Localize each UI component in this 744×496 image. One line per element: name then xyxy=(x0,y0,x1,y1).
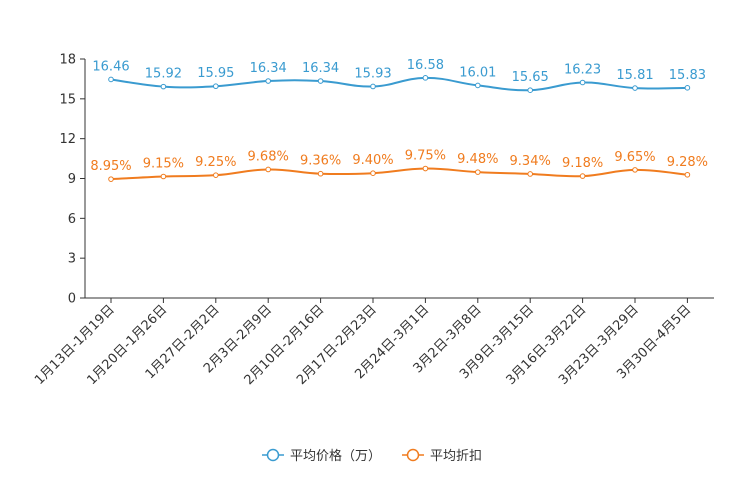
series-area: 16.46 15.92 15.95 16.34 16.34 15.93 16.58 16.01… xyxy=(90,58,708,182)
data-point[interactable] xyxy=(370,170,376,176)
data-point[interactable] xyxy=(632,167,638,173)
legend-item-1[interactable]: 平均价格（万） xyxy=(262,448,381,464)
series-line xyxy=(110,76,688,92)
data-point[interactable] xyxy=(108,176,114,182)
data-label: 16.46 xyxy=(92,59,129,74)
data-label: 9.65% xyxy=(614,150,655,165)
y-tick-label: 12 xyxy=(59,132,76,147)
data-label: 16.58 xyxy=(407,58,444,73)
data-point[interactable] xyxy=(317,78,324,84)
data-point[interactable] xyxy=(160,173,167,180)
data-label: 16.34 xyxy=(302,61,339,76)
data-label: 16.01 xyxy=(459,65,496,80)
x-axis: 1月13日-1月19日1月20日-1月26日1月27日-2月2日2月3日-2月9… xyxy=(32,297,714,388)
data-point[interactable] xyxy=(475,82,481,89)
data-label: 9.68% xyxy=(248,149,289,164)
data-point[interactable] xyxy=(317,170,324,177)
data-label: 15.92 xyxy=(145,67,182,82)
data-label: 16.34 xyxy=(250,61,287,76)
data-point[interactable] xyxy=(527,87,534,94)
data-label: 9.75% xyxy=(405,149,446,164)
data-point[interactable] xyxy=(160,83,167,90)
y-tick-label: 15 xyxy=(59,92,76,107)
data-point[interactable] xyxy=(684,171,691,178)
data-point[interactable] xyxy=(370,83,376,90)
data-label: 9.34% xyxy=(510,154,551,169)
data-point[interactable] xyxy=(684,85,691,91)
data-point[interactable] xyxy=(579,173,586,179)
series-2: 8.95% 9.15% 9.25% 9.68% 9.36% 9.40% 9.75% 9.48%… xyxy=(90,149,708,182)
y-tick-label: 9 xyxy=(68,172,76,187)
data-point[interactable] xyxy=(422,75,429,81)
data-point[interactable] xyxy=(579,79,586,86)
data-label: 9.18% xyxy=(562,156,603,171)
data-label: 15.81 xyxy=(616,68,653,83)
series-line xyxy=(110,167,688,181)
legend-marker xyxy=(406,448,420,462)
data-label: 9.48% xyxy=(457,152,498,167)
data-point[interactable] xyxy=(108,76,114,83)
data-label: 16.23 xyxy=(564,63,601,78)
data-label: 9.40% xyxy=(352,153,393,168)
data-point[interactable] xyxy=(422,165,429,172)
y-tick-label: 6 xyxy=(68,212,76,227)
data-point[interactable] xyxy=(632,85,638,91)
legend[interactable]: 平均价格（万） 平均折扣 xyxy=(262,448,482,464)
data-label: 9.25% xyxy=(195,155,236,170)
y-tick-label: 0 xyxy=(68,292,76,307)
data-label: 9.28% xyxy=(667,155,708,170)
data-point[interactable] xyxy=(265,166,272,173)
data-label: 15.93 xyxy=(354,66,391,81)
data-label: 15.95 xyxy=(197,66,234,81)
series-1: 16.46 15.92 15.95 16.34 16.34 15.93 16.58 16.01… xyxy=(92,58,706,94)
data-label: 8.95% xyxy=(90,159,131,174)
data-point[interactable] xyxy=(213,83,219,90)
data-label: 9.15% xyxy=(143,157,184,172)
legend-item-2[interactable]: 平均折扣 xyxy=(402,448,482,464)
data-point[interactable] xyxy=(213,172,219,178)
legend-marker xyxy=(266,448,280,462)
data-point[interactable] xyxy=(527,171,534,177)
legend-label: 平均折扣 xyxy=(430,449,482,464)
y-tick-label: 3 xyxy=(68,252,76,267)
data-label: 9.36% xyxy=(300,154,341,169)
data-label: 15.65 xyxy=(512,70,549,85)
data-label: 15.83 xyxy=(669,68,706,83)
y-tick-label: 18 xyxy=(59,53,76,68)
legend-label: 平均价格（万） xyxy=(290,448,381,464)
y-axis: 0 3 6 9 12 15 18 xyxy=(59,53,86,307)
data-point[interactable] xyxy=(265,78,272,84)
data-point[interactable] xyxy=(475,169,481,175)
